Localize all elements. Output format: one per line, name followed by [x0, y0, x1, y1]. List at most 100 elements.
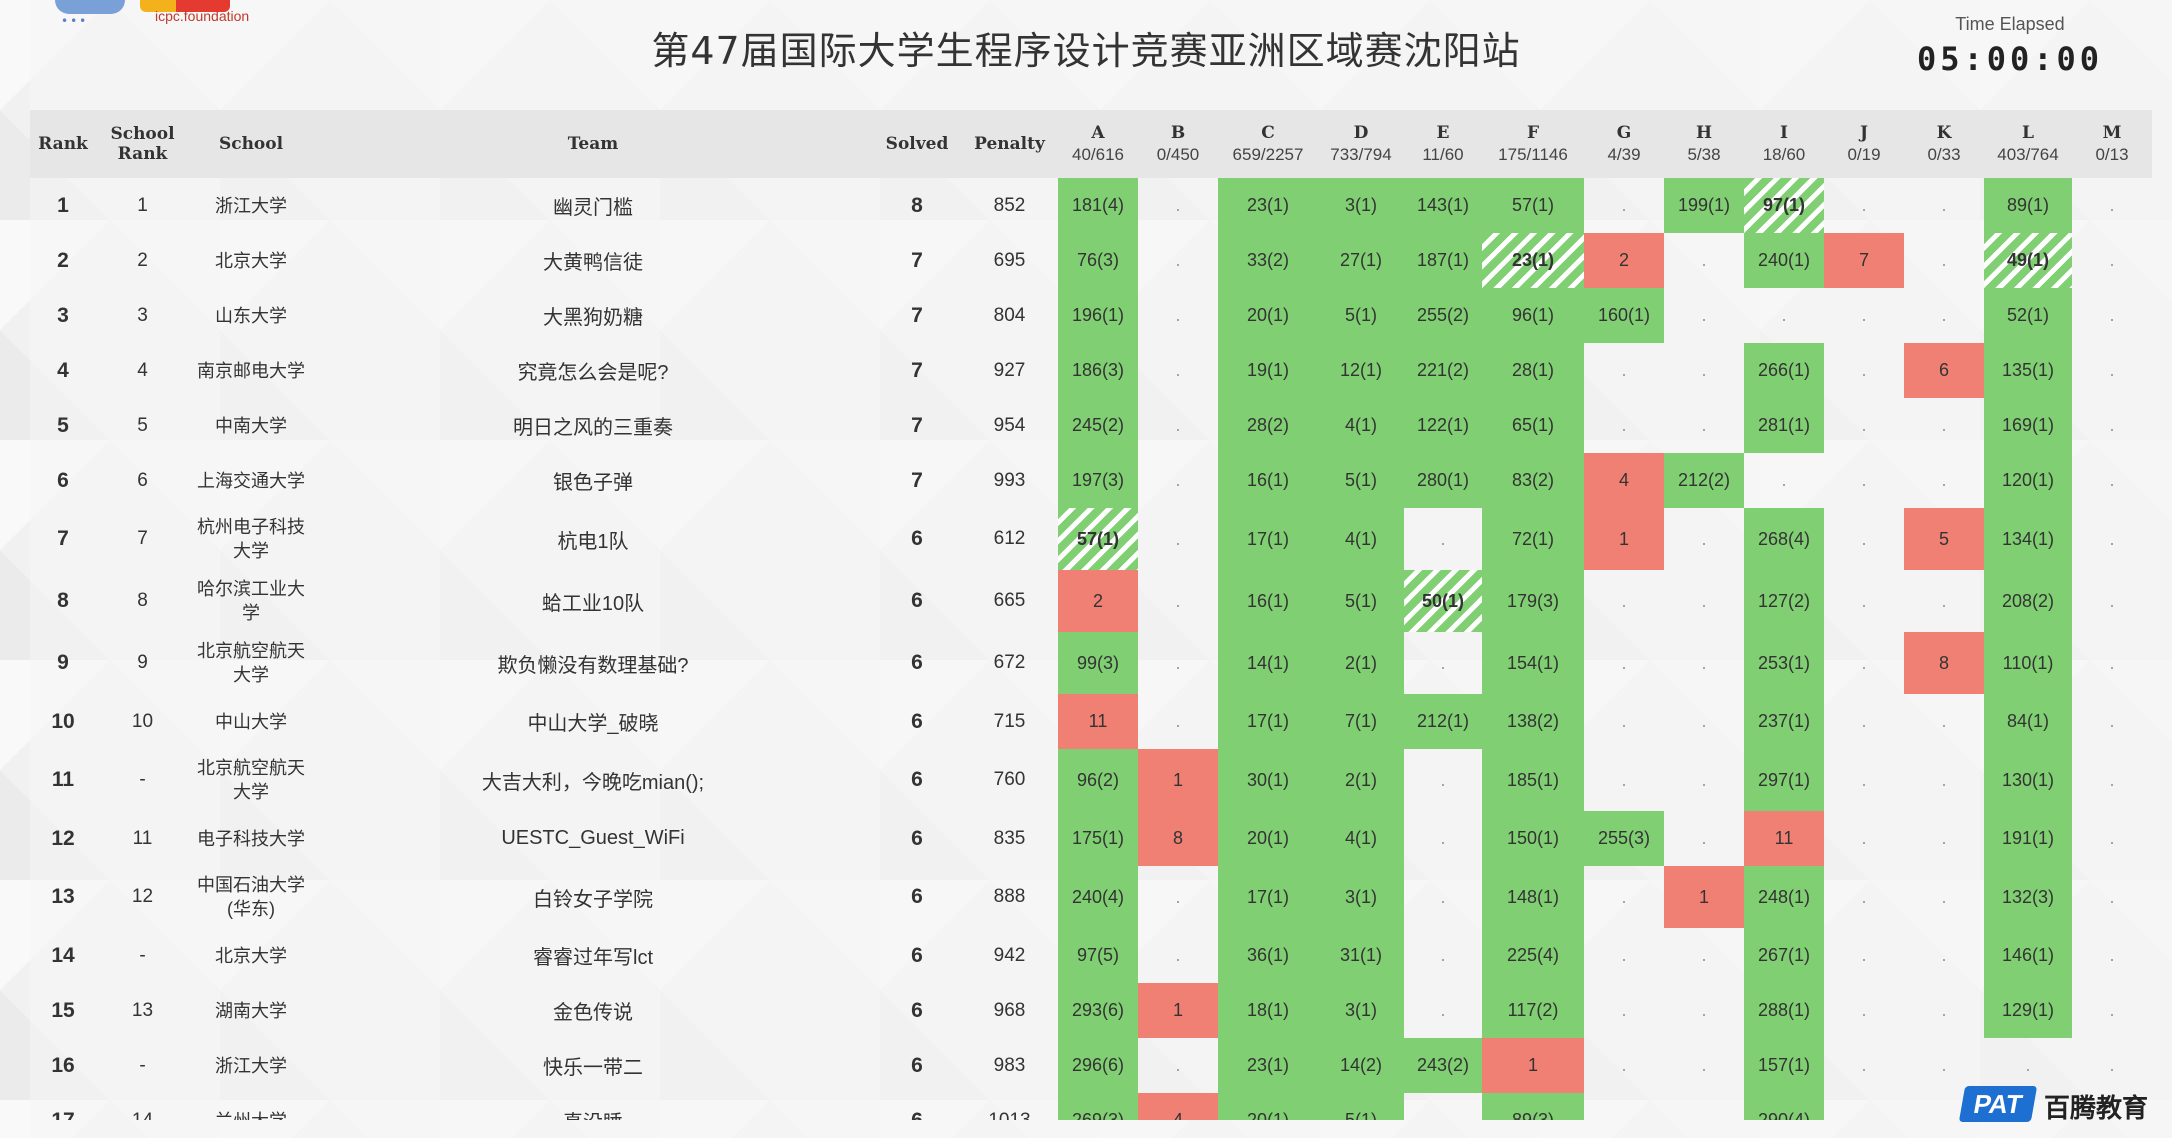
problem-cell-e[interactable]: 122(1) — [1404, 398, 1482, 453]
problem-cell-m[interactable]: . — [2072, 508, 2152, 570]
problem-cell-k[interactable]: 5 — [1904, 508, 1984, 570]
problem-cell-c[interactable]: 33(2) — [1218, 233, 1318, 288]
table-row[interactable]: 5 5 中南大学 明日之风的三重奏 7 954 245(2). 28(2) 4(1) 122(1)… — [30, 398, 2152, 453]
problem-cell-e[interactable]: . — [1404, 632, 1482, 694]
problem-cell-m[interactable]: . — [2072, 694, 2152, 749]
problem-cell-e[interactable]: 212(1) — [1404, 694, 1482, 749]
problem-cell-j[interactable]: . — [1824, 398, 1904, 453]
problem-cell-g[interactable]: . — [1584, 1038, 1664, 1093]
problem-cell-i[interactable]: 253(1) — [1744, 632, 1824, 694]
problem-cell-e[interactable]: 187(1) — [1404, 233, 1482, 288]
problem-cell-m[interactable]: . — [2072, 1038, 2152, 1093]
problem-cell-b[interactable]: . — [1138, 343, 1218, 398]
problem-cell-m[interactable]: . — [2072, 811, 2152, 866]
col-solved[interactable]: Solved — [873, 110, 961, 178]
problem-cell-c[interactable]: 20(1) — [1218, 1093, 1318, 1120]
problem-cell-i[interactable]: 290(4) — [1744, 1093, 1824, 1120]
problem-cell-d[interactable]: 4(1) — [1318, 811, 1404, 866]
table-row[interactable]: 1 1 浙江大学 幽灵门槛 8 852 181(4). 23(1) 3(1) 143(1) 57(1… — [30, 178, 2152, 233]
problem-cell-f[interactable]: 225(4) — [1482, 928, 1584, 983]
problem-cell-i[interactable]: 268(4) — [1744, 508, 1824, 570]
problem-cell-b[interactable]: . — [1138, 1038, 1218, 1093]
problem-cell-k[interactable]: . — [1904, 928, 1984, 983]
problem-cell-e[interactable]: . — [1404, 508, 1482, 570]
problem-cell-h[interactable]: . — [1664, 288, 1744, 343]
problem-cell-b[interactable]: 8 — [1138, 811, 1218, 866]
problem-cell-l[interactable]: 132(3) — [1984, 866, 2072, 928]
col-problem-g[interactable]: G 4/39 — [1584, 110, 1664, 178]
problem-cell-j[interactable]: . — [1824, 749, 1904, 811]
problem-cell-i[interactable]: 157(1) — [1744, 1038, 1824, 1093]
problem-cell-b[interactable]: . — [1138, 178, 1218, 233]
problem-cell-f[interactable]: 28(1) — [1482, 343, 1584, 398]
problem-cell-a[interactable]: 175(1) — [1058, 811, 1138, 866]
problem-cell-f[interactable]: 138(2) — [1482, 694, 1584, 749]
problem-cell-j[interactable]: . — [1824, 508, 1904, 570]
problem-cell-b[interactable]: . — [1138, 453, 1218, 508]
problem-cell-e[interactable]: . — [1404, 866, 1482, 928]
problem-cell-e[interactable]: 255(2) — [1404, 288, 1482, 343]
problem-cell-g[interactable]: . — [1584, 570, 1664, 632]
problem-cell-j[interactable]: . — [1824, 288, 1904, 343]
problem-cell-c[interactable]: 20(1) — [1218, 288, 1318, 343]
problem-cell-i[interactable]: 237(1) — [1744, 694, 1824, 749]
problem-cell-c[interactable]: 16(1) — [1218, 453, 1318, 508]
problem-cell-g[interactable]: . — [1584, 343, 1664, 398]
problem-cell-e[interactable]: . — [1404, 811, 1482, 866]
problem-cell-b[interactable]: . — [1138, 632, 1218, 694]
problem-cell-d[interactable]: 5(1) — [1318, 453, 1404, 508]
problem-cell-j[interactable]: . — [1824, 570, 1904, 632]
problem-cell-i[interactable]: 248(1) — [1744, 866, 1824, 928]
problem-cell-f[interactable]: 72(1) — [1482, 508, 1584, 570]
problem-cell-c[interactable]: 18(1) — [1218, 983, 1318, 1038]
problem-cell-l[interactable]: 208(2) — [1984, 570, 2072, 632]
problem-cell-e[interactable]: . — [1404, 1093, 1482, 1120]
problem-cell-l[interactable]: . — [1984, 1038, 2072, 1093]
problem-cell-g[interactable]: 2 — [1584, 233, 1664, 288]
problem-cell-h[interactable]: . — [1664, 398, 1744, 453]
problem-cell-c[interactable]: 28(2) — [1218, 398, 1318, 453]
problem-cell-a[interactable]: 240(4) — [1058, 866, 1138, 928]
problem-cell-d[interactable]: 4(1) — [1318, 398, 1404, 453]
problem-cell-b[interactable]: . — [1138, 928, 1218, 983]
problem-cell-l[interactable]: 110(1) — [1984, 632, 2072, 694]
problem-cell-a[interactable]: 11 — [1058, 694, 1138, 749]
problem-cell-m[interactable]: . — [2072, 288, 2152, 343]
problem-cell-m[interactable]: . — [2072, 453, 2152, 508]
problem-cell-c[interactable]: 30(1) — [1218, 749, 1318, 811]
problem-cell-i[interactable]: 266(1) — [1744, 343, 1824, 398]
problem-cell-e[interactable]: 243(2) — [1404, 1038, 1482, 1093]
problem-cell-d[interactable]: 14(2) — [1318, 1038, 1404, 1093]
problem-cell-e[interactable]: . — [1404, 983, 1482, 1038]
problem-cell-j[interactable]: . — [1824, 343, 1904, 398]
problem-cell-a[interactable]: 196(1) — [1058, 288, 1138, 343]
problem-cell-l[interactable]: 120(1) — [1984, 453, 2072, 508]
problem-cell-m[interactable]: . — [2072, 233, 2152, 288]
problem-cell-l[interactable]: 89(1) — [1984, 178, 2072, 233]
problem-cell-i[interactable]: 11 — [1744, 811, 1824, 866]
problem-cell-b[interactable]: . — [1138, 570, 1218, 632]
problem-cell-l[interactable]: 129(1) — [1984, 983, 2072, 1038]
problem-cell-c[interactable]: 23(1) — [1218, 178, 1318, 233]
col-school-rank[interactable]: School Rank — [96, 110, 189, 178]
problem-cell-a[interactable]: 181(4) — [1058, 178, 1138, 233]
col-rank[interactable]: Rank — [30, 110, 96, 178]
problem-cell-j[interactable]: . — [1824, 983, 1904, 1038]
problem-cell-k[interactable]: . — [1904, 288, 1984, 343]
table-row[interactable]: 7 7 杭州电子科技大学 杭电1队 6 612 57(1). 17(1) 4(1). 72(1) 1… — [30, 508, 2152, 570]
problem-cell-m[interactable]: . — [2072, 983, 2152, 1038]
problem-cell-j[interactable]: . — [1824, 928, 1904, 983]
col-problem-i[interactable]: I 18/60 — [1744, 110, 1824, 178]
table-row[interactable]: 9 9 北京航空航天大学 欺负懒没有数理基础? 6 672 99(3). 14(1) 2(1).… — [30, 632, 2152, 694]
problem-cell-g[interactable]: . — [1584, 866, 1664, 928]
problem-cell-b[interactable]: 1 — [1138, 749, 1218, 811]
col-problem-d[interactable]: D 733/794 — [1318, 110, 1404, 178]
problem-cell-j[interactable]: . — [1824, 632, 1904, 694]
col-problem-k[interactable]: K 0/33 — [1904, 110, 1984, 178]
problem-cell-d[interactable]: 7(1) — [1318, 694, 1404, 749]
problem-cell-f[interactable]: 117(2) — [1482, 983, 1584, 1038]
problem-cell-f[interactable]: 154(1) — [1482, 632, 1584, 694]
problem-cell-a[interactable]: 2 — [1058, 570, 1138, 632]
problem-cell-h[interactable]: 199(1) — [1664, 178, 1744, 233]
col-problem-m[interactable]: M 0/13 — [2072, 110, 2152, 178]
